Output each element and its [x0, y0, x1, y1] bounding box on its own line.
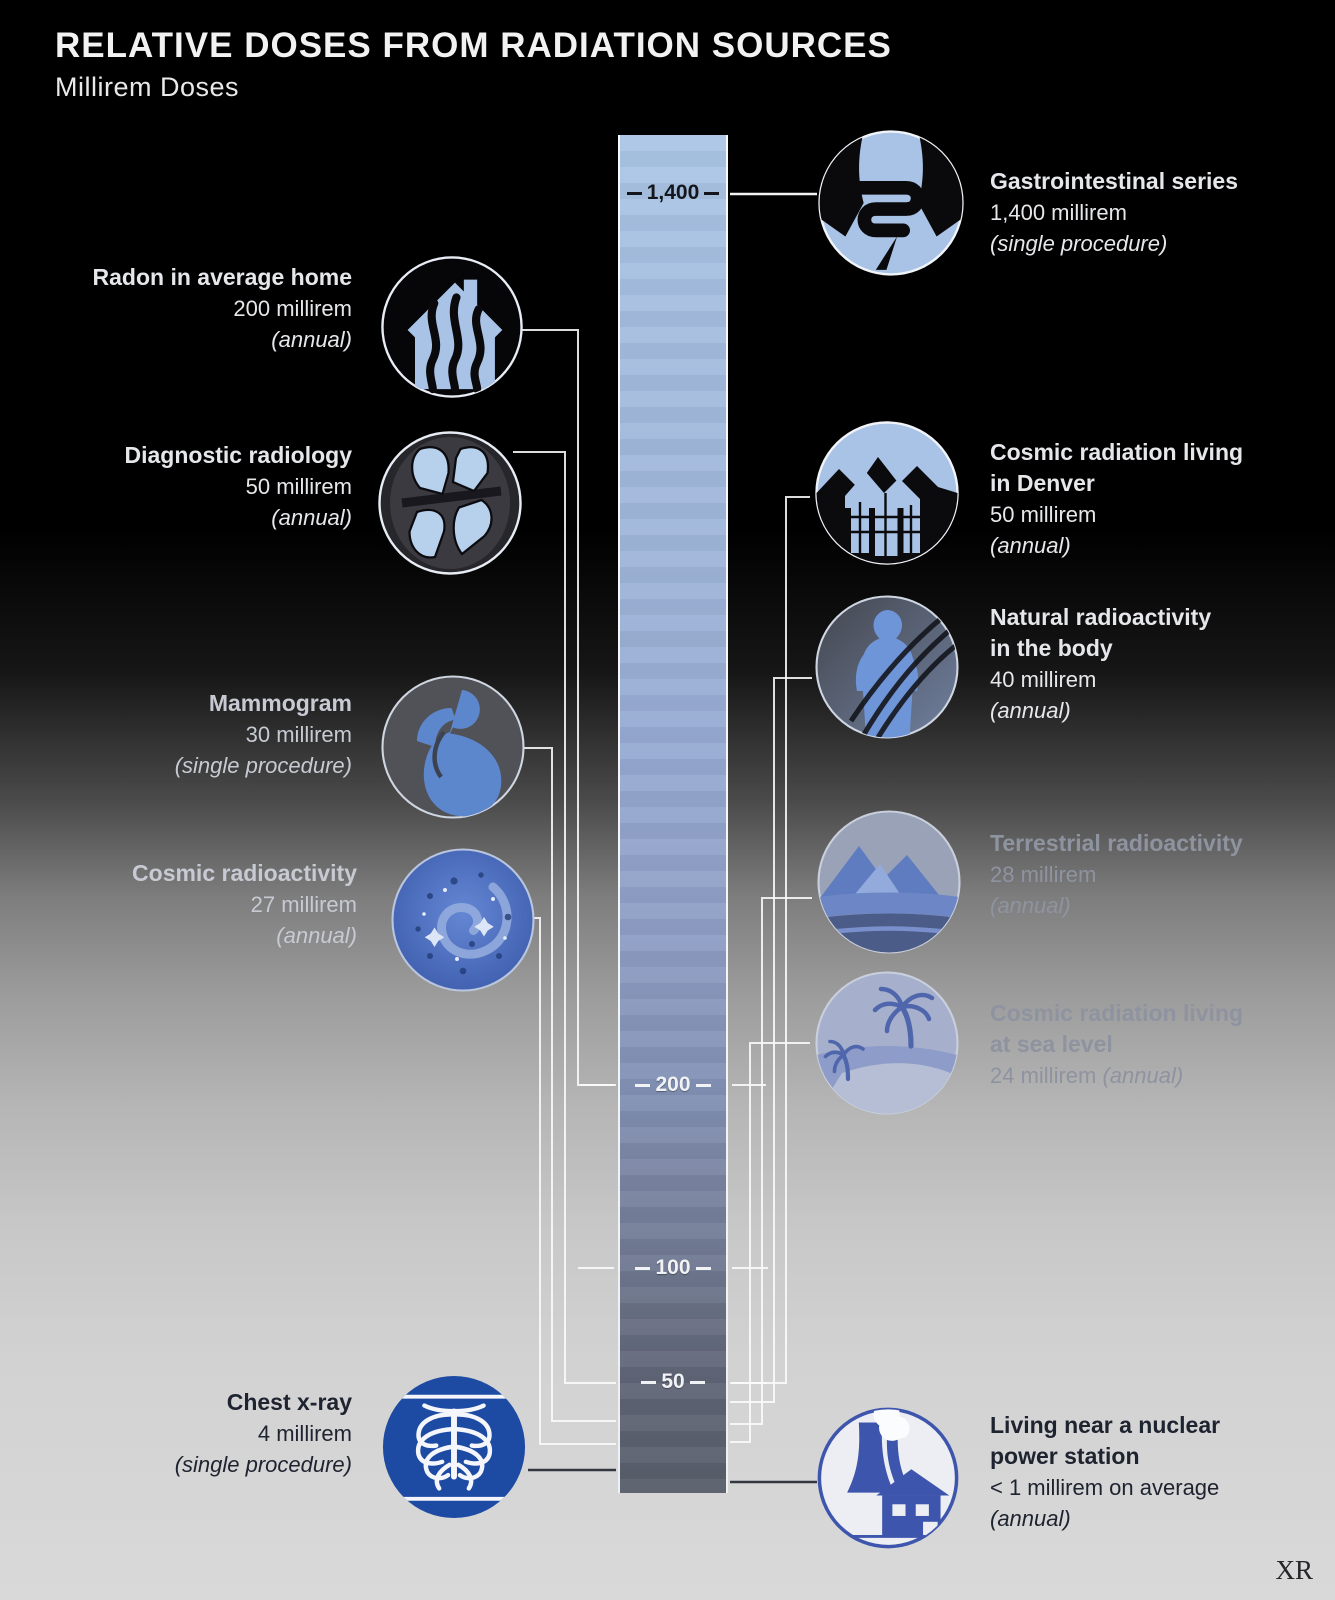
- tick-dash: [635, 1266, 651, 1270]
- header: RELATIVE DOSES FROM RADIATION SOURCES Mi…: [55, 26, 892, 103]
- chest-text: Chest x-ray 4 millirem (single procedure…: [175, 1387, 352, 1480]
- mammogram-title: Mammogram: [208, 690, 352, 716]
- gi-title: Gastrointestinal series: [990, 168, 1238, 194]
- galaxy-icon: [388, 845, 538, 995]
- gi-qualifier: (single procedure): [990, 231, 1168, 256]
- tick-dash: [635, 1083, 651, 1087]
- cosmic-text: Cosmic radioactivity 27 millirem (annual…: [132, 858, 357, 951]
- sea-value-line: 24 millirem (annual): [990, 1060, 1243, 1091]
- house-gas-icon: [378, 253, 526, 401]
- human-body-icon: [812, 592, 962, 742]
- tick-dash: [689, 1380, 705, 1384]
- body-qualifier: (annual): [990, 698, 1071, 723]
- nuclear-qualifier: (annual): [990, 1506, 1071, 1531]
- tick-dash: [695, 1083, 711, 1087]
- body-text: Natural radioactivity in the body 40 mil…: [990, 602, 1211, 726]
- denver-value: 50 millirem: [990, 502, 1097, 527]
- tick-50: 50: [618, 1370, 728, 1394]
- tick-dash: [695, 1266, 711, 1270]
- chest-value: 4 millirem: [257, 1421, 352, 1446]
- diagnostic-title: Diagnostic radiology: [124, 442, 352, 468]
- terrestrial-qualifier: (annual): [990, 893, 1071, 918]
- watermark: XR: [1275, 1555, 1313, 1585]
- terrestrial-leader-line: [730, 897, 812, 1425]
- tick-dash: [626, 191, 642, 195]
- body-leader-line: [730, 677, 812, 1403]
- beach-palm-icon: [812, 968, 962, 1118]
- tick-dash: [641, 1380, 657, 1384]
- tick-label-200: 200: [655, 1073, 691, 1096]
- diagnostic-text: Diagnostic radiology 50 millirem (annual…: [125, 440, 352, 533]
- mammogram-qualifier: (single procedure): [174, 753, 352, 778]
- tick-label-100: 100: [655, 1256, 691, 1279]
- tick-label-50: 50: [661, 1370, 685, 1393]
- diagnostic-value: 50 millirem: [245, 474, 352, 499]
- ribcage-icon: [380, 1373, 528, 1521]
- mammogram-value: 30 millirem: [245, 722, 352, 747]
- diagnostic-qualifier: (annual): [271, 505, 352, 530]
- cosmic-leader-line: [527, 917, 616, 1445]
- sea-leader-line: [730, 1042, 810, 1443]
- tick-label-1400: 1,400: [646, 181, 700, 204]
- tick-200: 200: [618, 1073, 728, 1097]
- sea-value: 24 millirem: [990, 1063, 1097, 1088]
- denver-leader-line: [730, 496, 810, 1384]
- tick-1400: 1,400: [618, 181, 728, 205]
- body-value: 40 millirem: [990, 667, 1097, 692]
- tick-dash: [704, 191, 720, 195]
- sea-qualifier: (annual): [1102, 1063, 1184, 1088]
- woman-torso-icon: [378, 672, 528, 822]
- denver-title-line1: Cosmic radiation living: [990, 439, 1244, 465]
- cosmic-qualifier: (annual): [276, 923, 357, 948]
- terrestrial-text: Terrestrial radioactivity 28 millirem (a…: [990, 828, 1243, 921]
- radon-title: Radon in average home: [92, 264, 352, 290]
- nuclear-title-line2: power station: [990, 1443, 1140, 1469]
- diagnostic-leader-line: [513, 451, 616, 1384]
- nuclear-value: < 1 millirem on average: [990, 1475, 1220, 1500]
- page-subtitle: Millirem Doses: [55, 72, 240, 102]
- denver-title-line2: in Denver: [990, 470, 1095, 496]
- mammogram-leader-line: [522, 747, 616, 1422]
- denver-qualifier: (annual): [990, 533, 1071, 558]
- sea-title-line2: at sea level: [990, 1031, 1113, 1057]
- terrain-icon: [814, 807, 964, 957]
- gi-value: 1,400 millirem: [990, 200, 1127, 225]
- tick-100: 100: [618, 1256, 728, 1280]
- sea-title-line1: Cosmic radiation living: [990, 1000, 1244, 1026]
- body-title-line2: in the body: [990, 635, 1113, 661]
- nuclear-text: Living near a nuclear power station < 1 …: [990, 1410, 1220, 1534]
- knee-xray-icon: [375, 428, 525, 578]
- power-station-icon: [815, 1405, 961, 1551]
- gi-text: Gastrointestinal series 1,400 millirem (…: [990, 166, 1238, 259]
- body-title-line1: Natural radioactivity: [990, 604, 1212, 630]
- terrestrial-value: 28 millirem: [990, 862, 1097, 887]
- cosmic-value: 27 millirem: [250, 892, 357, 917]
- radon-qualifier: (annual): [271, 327, 352, 352]
- sea-text: Cosmic radiation living at sea level 24 …: [990, 998, 1243, 1091]
- page-title: RELATIVE DOSES FROM RADIATION SOURCES: [55, 26, 892, 65]
- denver-text: Cosmic radiation living in Denver 50 mil…: [990, 437, 1243, 561]
- radon-value: 200 millirem: [233, 296, 352, 321]
- radon-text: Radon in average home 200 millirem (annu…: [93, 262, 352, 355]
- intestines-icon: [815, 127, 967, 279]
- chest-qualifier: (single procedure): [174, 1452, 352, 1477]
- terrestrial-title: Terrestrial radioactivity: [990, 830, 1243, 856]
- nuclear-title-line1: Living near a nuclear: [990, 1412, 1221, 1438]
- cosmic-title: Cosmic radioactivity: [132, 860, 357, 886]
- chest-title: Chest x-ray: [226, 1389, 352, 1415]
- mammogram-text: Mammogram 30 millirem (single procedure): [175, 688, 352, 781]
- mountain-city-icon: [812, 418, 962, 568]
